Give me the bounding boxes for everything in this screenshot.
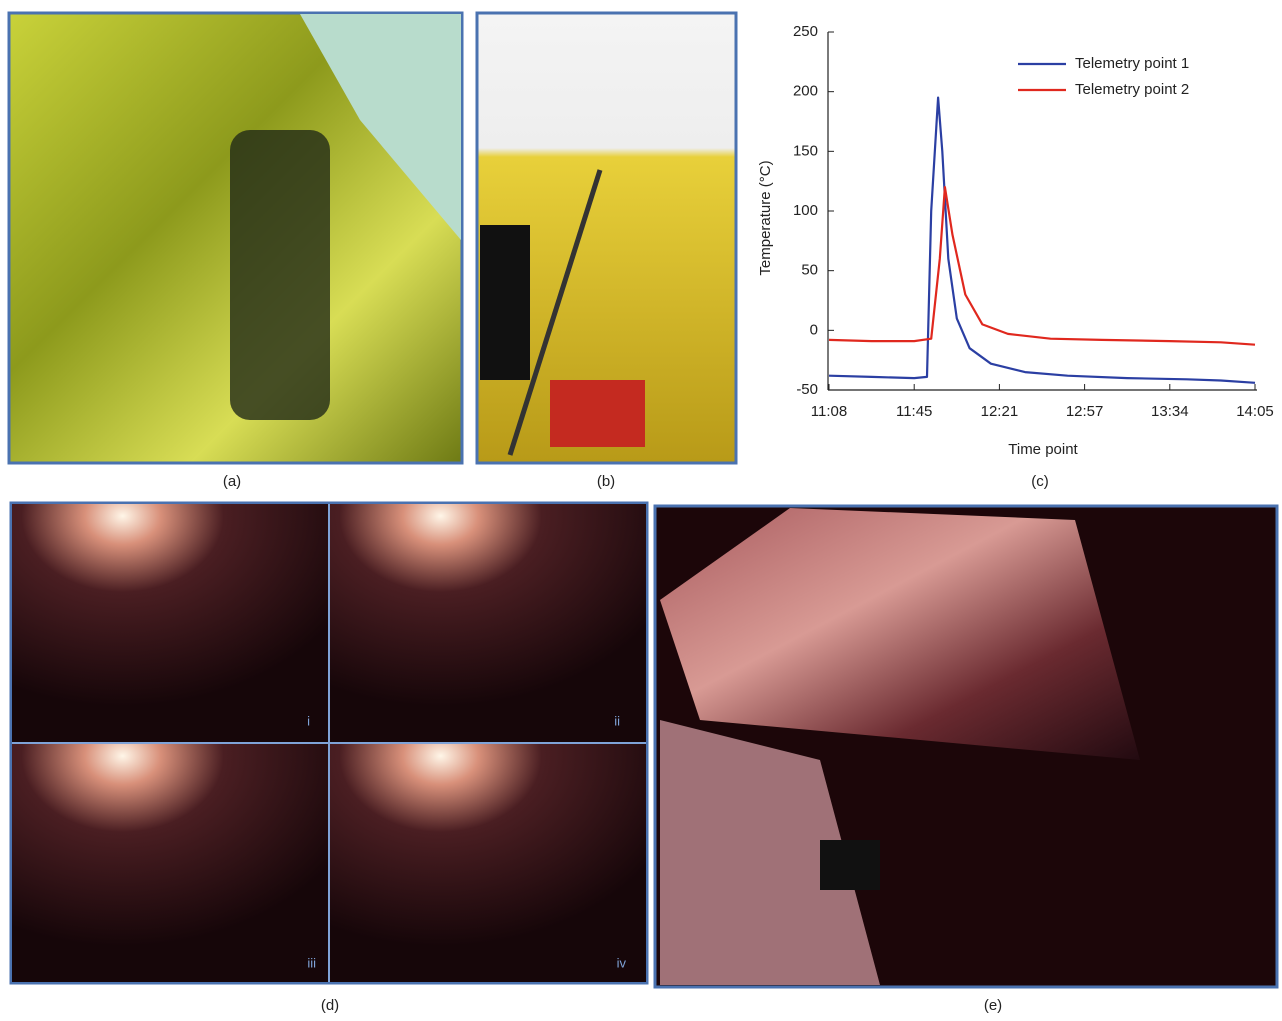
x-tick-label: 13:34 <box>1151 403 1189 420</box>
photo-b-flag <box>550 380 645 447</box>
x-tick-label: 14:05 <box>1236 403 1274 420</box>
photo-d-iv <box>330 744 646 982</box>
photo-d-iii <box>12 744 328 982</box>
y-tick-label: -50 <box>796 381 818 398</box>
y-tick-label: 100 <box>793 202 818 219</box>
y-tick-label: 50 <box>801 262 818 279</box>
x-axis-label: Time point <box>1008 441 1078 458</box>
figure: i ii iii iv (a) (b) (c) (d) (e) Time poi… <box>0 0 1282 1016</box>
photo-d-i <box>12 504 328 742</box>
x-tick-label: 12:57 <box>1066 403 1104 420</box>
subpanel-label: iv <box>617 955 627 970</box>
y-tick-label: 150 <box>793 142 818 159</box>
photo-b-window <box>480 225 530 380</box>
subpanel-label: ii <box>614 713 620 728</box>
photo-d-ii <box>330 504 646 742</box>
photo-e-nozzle <box>820 840 880 890</box>
subpanel-label: iii <box>307 955 316 970</box>
y-tick-label: 250 <box>793 23 818 40</box>
panel-label: (b) <box>597 473 615 490</box>
page: {"chart_data": {"type": "line", "x_label… <box>0 0 1282 1016</box>
x-tick-label: 11:45 <box>896 403 932 420</box>
panel-label: (c) <box>1031 473 1049 490</box>
y-axis-label: Temperature (°C) <box>757 160 774 275</box>
legend-label: Telemetry point 1 <box>1075 55 1189 72</box>
x-tick-label: 11:08 <box>811 403 847 420</box>
series-line <box>829 187 1255 345</box>
panel-label: (d) <box>321 997 339 1014</box>
panel-label: (a) <box>223 473 241 490</box>
legend-label: Telemetry point 2 <box>1075 81 1189 98</box>
subpanel-label: i <box>307 713 310 728</box>
photo-a-device <box>230 130 330 420</box>
y-tick-label: 200 <box>793 83 818 100</box>
y-tick-label: 0 <box>810 321 818 338</box>
x-tick-label: 12:21 <box>981 403 1019 420</box>
panel-label: (e) <box>984 997 1002 1014</box>
